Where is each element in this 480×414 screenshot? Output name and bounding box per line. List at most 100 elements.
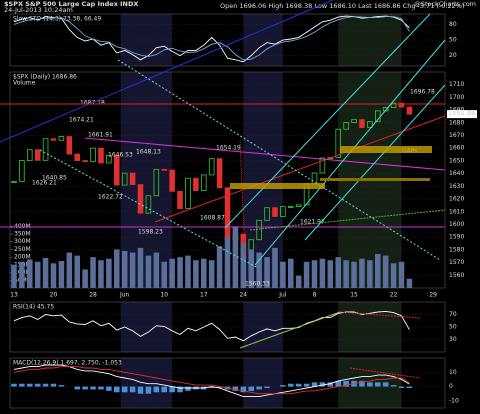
- annotation: 1598.23: [138, 229, 163, 236]
- y-tick-label: 1640: [449, 170, 464, 177]
- annotation: 1661.91: [88, 132, 113, 139]
- annotation: 1626.21: [32, 180, 57, 187]
- bar: [375, 382, 381, 387]
- trend-line: [224, 13, 431, 229]
- bar: [98, 260, 104, 288]
- gap-zone: [340, 146, 432, 153]
- trend-line: [117, 59, 441, 261]
- bar: [240, 386, 247, 393]
- line: [13, 16, 410, 61]
- bar: [406, 386, 413, 389]
- bar: [256, 386, 262, 390]
- candle: [272, 207, 278, 217]
- bar: [42, 257, 49, 288]
- bar: [74, 386, 80, 390]
- last-price: 1686.86: [448, 111, 475, 118]
- candle: [280, 206, 286, 217]
- bar: [327, 260, 334, 288]
- y-tick-label: 50: [449, 37, 457, 44]
- candle: [26, 149, 33, 161]
- x-tick-label: 20: [50, 292, 58, 299]
- shade: [338, 14, 402, 66]
- candle: [74, 153, 80, 161]
- bar: [303, 261, 310, 288]
- source: @StockCharts.com: [414, 0, 476, 8]
- bar: [375, 254, 381, 288]
- bar: [137, 386, 144, 394]
- y-tick-label: 1620: [449, 196, 464, 203]
- candle: [319, 157, 326, 174]
- bar: [288, 383, 294, 387]
- bar: [367, 382, 373, 387]
- candle: [193, 177, 199, 191]
- candle: [216, 158, 223, 189]
- bar: [27, 259, 33, 288]
- bar: [66, 252, 73, 288]
- bar: [177, 257, 183, 288]
- candle: [153, 168, 160, 197]
- candle: [367, 121, 373, 128]
- y-tick-label: 1710: [449, 81, 464, 88]
- x-tick-label: 22: [390, 292, 398, 299]
- candle: [398, 102, 405, 108]
- bar: [288, 258, 294, 288]
- panel-title: MACD(12,26,9) 1.697, 2.750, -1.053: [13, 360, 122, 367]
- candle: [359, 119, 365, 128]
- candle: [19, 160, 25, 182]
- trend-line: [39, 149, 259, 269]
- trend-line: [349, 367, 421, 379]
- bar: [390, 385, 397, 387]
- bar: [153, 386, 160, 393]
- y-tick-label: 1660: [449, 145, 464, 152]
- bar: [19, 261, 25, 288]
- annotation: 1640.85: [42, 175, 67, 182]
- bar: [169, 386, 175, 393]
- candle: [98, 147, 104, 164]
- annotation: 1608.87: [200, 215, 225, 222]
- bar: [351, 261, 357, 288]
- bar: [185, 255, 191, 288]
- bar: [161, 386, 167, 393]
- bar: [382, 382, 389, 387]
- bar: [74, 255, 80, 288]
- x-tick-label: 17: [200, 292, 208, 299]
- bar: [137, 247, 144, 288]
- bar: [216, 246, 223, 288]
- bar: [82, 269, 88, 288]
- bar: [398, 261, 405, 288]
- candle: [406, 106, 413, 115]
- y-tick-label: 1600: [449, 221, 464, 228]
- bar: [114, 249, 120, 288]
- bar: [11, 383, 17, 387]
- bar: [280, 261, 286, 288]
- candle: [58, 136, 65, 141]
- annotation: 1648.13: [136, 149, 161, 156]
- y-tick-label: 80: [449, 21, 457, 28]
- candle: [343, 122, 349, 130]
- bar: [58, 261, 65, 288]
- bar: [406, 278, 413, 288]
- candle: [161, 168, 167, 171]
- bar: [208, 386, 215, 388]
- bar: [398, 386, 405, 388]
- bar: [319, 258, 326, 288]
- candle: [185, 177, 191, 209]
- x-tick-label: 8: [313, 292, 317, 299]
- bar: [201, 258, 207, 288]
- y2-tick-label: 200M: [14, 254, 31, 261]
- candle: [90, 147, 96, 162]
- bar: [335, 380, 341, 387]
- bar: [248, 386, 254, 391]
- panel-title: $SPX (Daily) 1686.86: [13, 74, 77, 81]
- bar: [295, 383, 302, 387]
- bar: [303, 383, 310, 387]
- y-tick-label: 1650: [449, 157, 464, 164]
- panel-frame: [9, 357, 446, 409]
- x-tick-label: 10: [160, 292, 168, 299]
- bar: [359, 380, 365, 387]
- bar: [264, 257, 270, 288]
- gap-zone: [320, 178, 430, 181]
- trend-line: [299, 0, 335, 15]
- candle: [137, 184, 144, 214]
